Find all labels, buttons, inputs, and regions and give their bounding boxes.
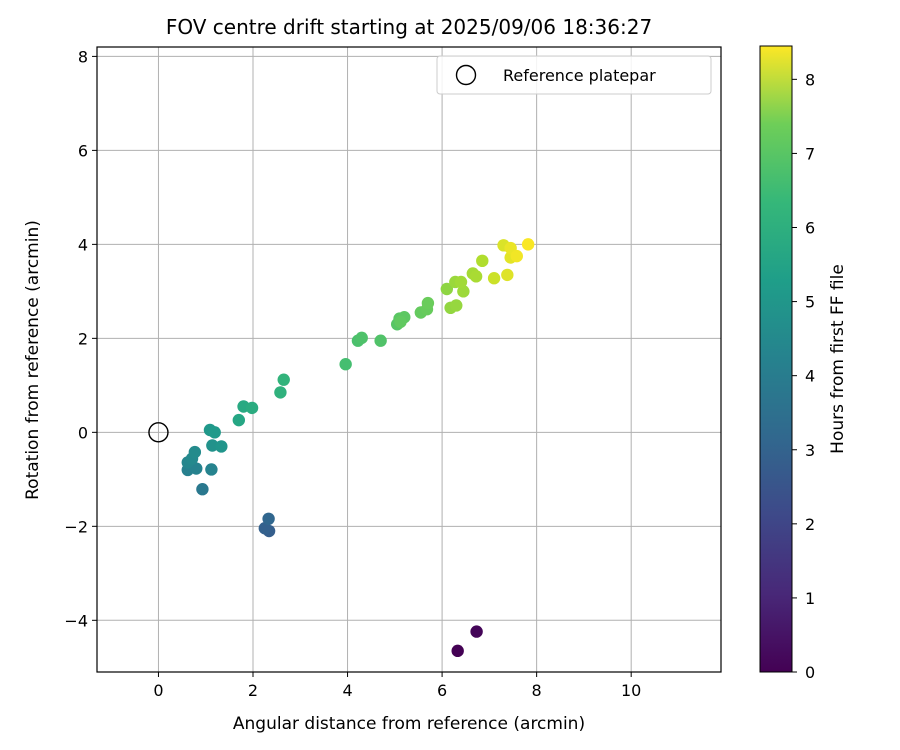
colorbar-gradient: [759, 45, 793, 673]
data-point: [454, 275, 468, 289]
x-tick-label: 0: [153, 681, 163, 700]
chart-title: FOV centre drift starting at 2025/09/06 …: [166, 15, 652, 39]
data-point: [457, 285, 470, 298]
legend-label-reference: Reference platepar: [503, 66, 656, 85]
legend-box: [436, 55, 712, 95]
data-point: [215, 440, 228, 453]
data-point: [205, 463, 218, 476]
y-tick-label: 4: [78, 235, 88, 254]
data-point: [245, 401, 259, 415]
x-tick-label: 6: [437, 681, 447, 700]
data-point: [501, 268, 514, 282]
x-tick-label: 8: [532, 681, 542, 700]
legend-reference-marker: [455, 64, 477, 86]
colorbar-tick-label: 3: [805, 441, 815, 460]
data-point: [262, 512, 275, 526]
colorbar-tick-label: 8: [805, 70, 815, 89]
legend: Reference platepar: [436, 55, 712, 95]
data-point: [521, 238, 535, 251]
data-point: [450, 299, 463, 312]
data-point: [258, 522, 272, 535]
y-axis-ticks: −4 −2 0 2 4 6 8: [64, 47, 97, 630]
data-point: [232, 413, 246, 427]
data-point: [440, 282, 454, 296]
data-point: [274, 386, 287, 399]
data-point: [339, 357, 352, 371]
data-point: [451, 644, 464, 658]
colorbar-tick-label: 1: [805, 589, 815, 608]
data-point: [470, 625, 483, 638]
data-point: [476, 254, 489, 268]
grid-lines: [97, 47, 721, 672]
y-tick-label: 6: [78, 141, 88, 160]
data-point: [277, 373, 290, 386]
x-tick-label: 4: [342, 681, 352, 700]
y-tick-label: 8: [78, 47, 88, 66]
colorbar-tick-label: 7: [805, 144, 815, 163]
colorbar-tick-label: 4: [805, 367, 815, 386]
data-point: [394, 315, 407, 329]
y-axis-label: Rotation from reference (arcmin): [23, 220, 43, 500]
colorbar: 0 1 2 3 4 5 6 7 8 Hours from first FF file: [759, 45, 848, 682]
data-point: [421, 296, 435, 310]
data-point: [374, 334, 387, 347]
x-axis-label: Angular distance from reference (arcmin): [233, 714, 585, 734]
data-point: [355, 331, 368, 345]
data-point: [196, 482, 209, 496]
colorbar-tick-label: 6: [805, 219, 815, 238]
colorbar-ticks: 0 1 2 3 4 5 6 7 8: [792, 70, 815, 682]
colorbar-label: Hours from first FF file: [828, 264, 848, 454]
y-tick-label: −4: [64, 611, 88, 630]
y-tick-label: −2: [64, 517, 88, 536]
colorbar-tick-label: 2: [805, 515, 815, 534]
data-point: [208, 426, 221, 439]
data-point: [469, 270, 483, 283]
y-tick-label: 2: [78, 329, 88, 348]
colorbar-tick-label: 5: [805, 293, 815, 312]
data-point: [510, 249, 523, 263]
x-tick-label: 10: [621, 681, 641, 700]
data-points: [148, 238, 535, 658]
data-point: [188, 445, 202, 459]
reference-platepar-marker: [148, 422, 169, 443]
x-axis-ticks: 0 2 4 6 8 10: [153, 672, 641, 700]
data-point: [487, 272, 501, 285]
y-tick-label: 0: [78, 423, 88, 442]
plot-frame: [96, 46, 722, 673]
colorbar-tick-label: 0: [805, 663, 815, 682]
data-point: [206, 439, 219, 452]
x-tick-label: 2: [248, 681, 258, 700]
